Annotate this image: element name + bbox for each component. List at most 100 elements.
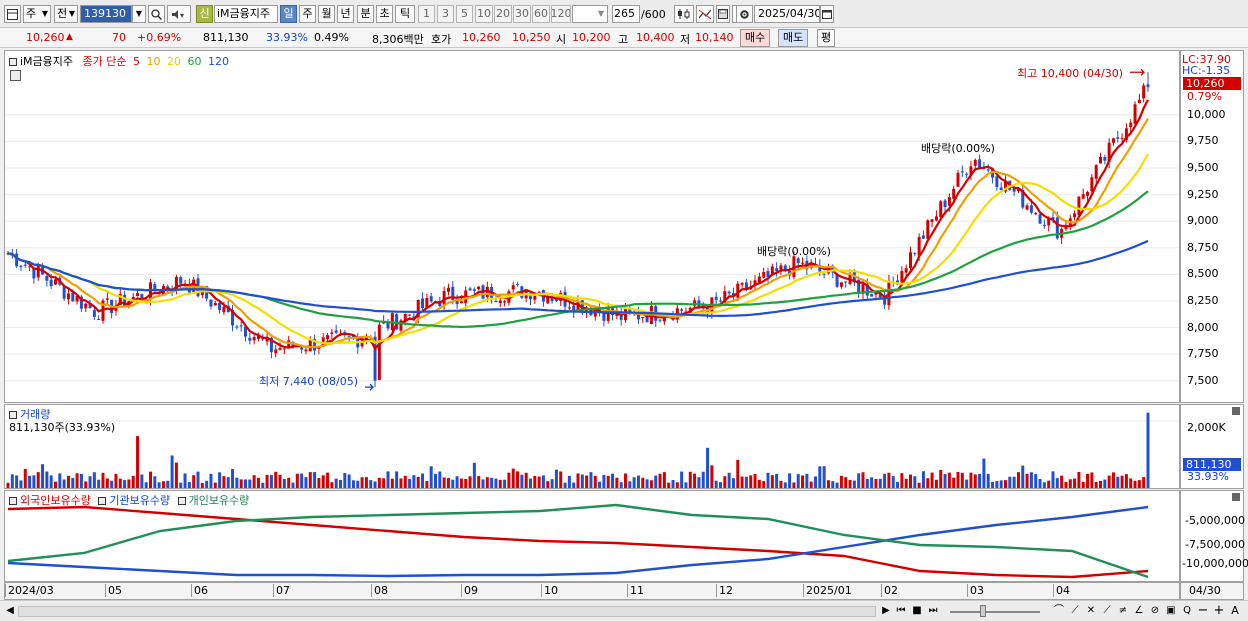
scroll-right-icon[interactable]: ▶ [882,605,890,616]
line-tool-icon[interactable]: ⟋ [1071,605,1079,616]
image-tool-icon[interactable]: ▣ [1166,605,1176,616]
gear-icon[interactable] [736,5,753,23]
volume-bar [818,466,822,488]
volume-bar [563,482,567,488]
interval-60-button[interactable]: 60 [532,5,550,23]
stock-code-input[interactable]: 139130 [80,5,132,23]
buy-button[interactable]: 매수 [740,29,771,47]
zoom-out-icon[interactable]: − [1197,603,1209,618]
speaker-icon[interactable]: ▾ [167,5,191,23]
price-pane[interactable]: iM금융지주 종가 단순 5 10 20 60 120 최고 10,400 (0… [4,50,1180,403]
zoom-in-icon[interactable]: + [1213,603,1225,618]
period-tick-button[interactable]: 틱 [395,5,415,23]
interval-120-button[interactable]: 120 [551,5,571,23]
quote-info-row: 10,260 ▲ 70 +0.69% 811,130 33.93% 0.49% … [0,28,1248,48]
interval-5-button[interactable]: 5 [456,5,473,23]
candle-body [1099,156,1102,164]
volume-bar [1146,412,1150,488]
trade-value: 8,306백만 [372,33,424,46]
price-chart[interactable] [5,51,1179,402]
interval-30-button[interactable]: 30 [513,5,531,23]
zoom-slider-handle[interactable] [980,605,986,617]
fast-forward-icon[interactable]: ⏭ [928,605,938,616]
interval-10-button[interactable]: 10 [475,5,493,23]
candle-body [1124,128,1128,140]
candle-body [209,299,213,307]
candle-body [36,266,40,278]
volume-axis[interactable]: 2,000K 811,130 33.93% [1180,404,1244,489]
calendar-icon[interactable] [820,5,834,23]
volume-bar [291,482,295,488]
code-dropdown-icon[interactable]: ▼ [132,5,146,23]
volume-bar [127,479,131,488]
interval-3-button[interactable]: 3 [437,5,454,23]
volume-ratio: 0.49% [314,31,349,44]
last-pct-tag: 0.79% [1187,90,1222,103]
candle-body [909,252,912,268]
volume-bar [900,473,904,488]
indicator-icon[interactable] [696,5,714,23]
angle-tool-icon[interactable]: ∠ [1134,605,1144,616]
sell-button[interactable]: 매도 [778,29,809,47]
period-minute-button[interactable]: 분 [357,5,374,23]
scroll-bar[interactable]: ◀ ▶ ⏮ ■ ⏭ ⌒ ⟋ ✕ ⟋ ≠ ∠ ⊘ ▣ Q − + A [0,600,1248,621]
period-month-button[interactable]: 월 [318,5,335,23]
candle-body [1055,217,1059,239]
volume-chart[interactable] [5,405,1179,488]
close-pane-icon[interactable] [1232,407,1240,415]
cross-tool-icon[interactable]: ✕ [1086,605,1096,616]
save-icon[interactable] [716,5,730,23]
stock-name-field[interactable]: iM금융지주 [214,5,278,23]
period-second-button[interactable]: 초 [376,5,393,23]
candle-body [965,173,969,175]
market-select[interactable]: 주 ▼ [23,5,51,23]
grid-table-icon[interactable] [10,70,21,81]
volume-bar [550,479,554,488]
interval-1-button[interactable]: 1 [418,5,435,23]
volume-bar [192,475,196,488]
fib-tool-icon[interactable]: ≠ [1118,605,1128,616]
date-input[interactable]: 2025/04/30 [754,5,820,23]
scope-select[interactable]: 전 ▼ [54,5,78,23]
layout-icon[interactable] [4,5,21,23]
scroll-left-icon[interactable]: ◀ [6,605,14,616]
price-tick-label: 9,000 [1187,214,1219,228]
volume-bar [1129,478,1133,488]
holdings-pane[interactable]: 외국인보유수량 기관보유수량 개인보유수량 [4,490,1180,582]
stop-icon[interactable]: ■ [912,605,922,616]
trend-tool-icon[interactable]: ⟋ [1103,605,1111,616]
volume-bar [88,476,92,488]
interval-20-button[interactable]: 20 [494,5,512,23]
price-axis[interactable]: LC:37.90 HC:-1.35 10,260 0.79% 10,000 9,7… [1180,50,1244,403]
font-size-icon[interactable]: A [1231,604,1239,617]
volume-pane[interactable]: 거래량 811,130주(33.93%) [4,404,1180,489]
scroll-track[interactable] [18,606,876,617]
new-listing-badge[interactable]: 신 [196,5,213,23]
candle-body [472,289,476,291]
volume-current: 811,130주(33.93%) [9,421,116,434]
average-button[interactable]: 평 [817,29,836,47]
candle-body [179,277,183,284]
zoom-fit-icon[interactable]: Q [1183,605,1191,616]
custom-interval-select[interactable]: ▼ [572,5,608,23]
volume-bar [66,475,70,488]
search-icon[interactable] [148,5,165,23]
holdings-axis[interactable]: -5,000,000 -7,500,000 -10,000,000 [1180,490,1248,582]
holdings-chart[interactable] [5,491,1179,581]
volume-bar [248,479,252,488]
candle-body [999,187,1003,191]
period-year-button[interactable]: 년 [337,5,354,23]
draw-tool-icon[interactable]: ⌒ [1054,605,1064,616]
count-input[interactable]: 265 [612,5,640,23]
period-day-button[interactable]: 일 [280,5,297,23]
close-pane-icon[interactable] [1232,493,1240,501]
open-label: 시 [556,33,567,46]
volume-bar [701,471,705,488]
pattern-tool-icon[interactable]: ⊘ [1150,605,1160,616]
rewind-icon[interactable]: ⏮ [896,605,906,616]
zoom-slider[interactable] [950,611,1040,613]
period-week-button[interactable]: 주 [299,5,316,23]
volume-bar [1094,481,1098,488]
candle-body [1146,84,1150,88]
candle-type-icon[interactable] [674,5,694,23]
